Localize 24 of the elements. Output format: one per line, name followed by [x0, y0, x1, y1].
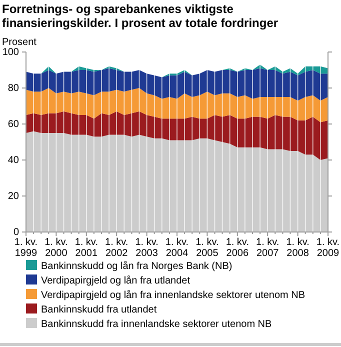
x-tick-label: 1. kv. 2009: [316, 237, 340, 259]
x-tick-label: 1. kv. 2007: [256, 237, 280, 259]
chart-title: Forretnings- og sparebankenes viktigste finansieringskilder. I prosent av totale fordringer: [2, 2, 278, 30]
y-axis-title: Prosent: [2, 37, 37, 48]
legend-label: Bankinnskudd og lån fra Norges Bank (NB): [41, 260, 232, 272]
x-tick-label: 1. kv. 2008: [286, 237, 310, 259]
x-tick-label: 1. kv. 2001: [74, 237, 98, 259]
x-tick-label: 1. kv. 2006: [226, 237, 249, 259]
y-tick-label: 100: [2, 47, 20, 58]
x-tick-label: 1. kv. 2002: [105, 237, 128, 259]
legend-label: Bankinnskudd fra utlandet: [41, 304, 157, 316]
x-tick-label: 1. kv. 2003: [135, 237, 158, 259]
legend-label: Verdipapirgjeld og lån fra utlandet: [41, 274, 190, 286]
y-tick-label: 0: [13, 227, 20, 238]
x-tick-label: 1. kv. 2005: [196, 237, 219, 259]
x-tick-label: 1. kv. 2000: [44, 237, 68, 259]
y-tick-label: 40: [8, 155, 20, 166]
y-tick-label: 20: [8, 191, 20, 202]
legend-label: Verdipapirgjeld og lån fra innenlandske sektorer utenom NB: [41, 289, 306, 301]
x-tick-label: 1. kv. 1999: [14, 237, 38, 259]
y-tick-label: 80: [8, 83, 20, 94]
y-tick-label: 60: [8, 119, 20, 130]
x-tick-label: 1. kv. 2004: [165, 237, 189, 259]
legend-label: Bankinnskudd fra innenlandske sektorer utenom NB: [41, 319, 272, 330]
